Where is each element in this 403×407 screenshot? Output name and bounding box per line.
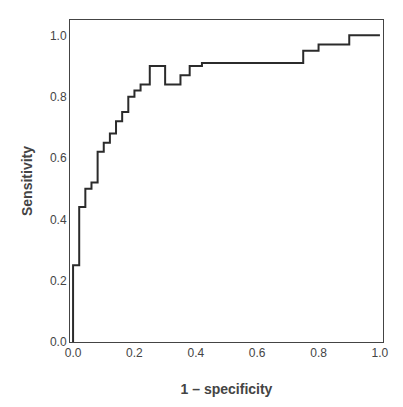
svg-text:0.0: 0.0 <box>65 346 82 360</box>
svg-text:0.4: 0.4 <box>187 346 204 360</box>
svg-text:0.2: 0.2 <box>126 346 143 360</box>
svg-text:1.0: 1.0 <box>372 346 389 360</box>
svg-text:0.0: 0.0 <box>50 335 67 349</box>
svg-text:0.8: 0.8 <box>310 346 327 360</box>
svg-text:0.6: 0.6 <box>50 151 67 165</box>
svg-text:1.0: 1.0 <box>50 29 67 43</box>
svg-text:0.2: 0.2 <box>50 274 67 288</box>
svg-text:1 – specificity: 1 – specificity <box>181 381 273 397</box>
svg-text:0.6: 0.6 <box>249 346 266 360</box>
svg-text:0.4: 0.4 <box>50 213 67 227</box>
svg-text:Sensitivity: Sensitivity <box>19 146 35 216</box>
svg-text:0.8: 0.8 <box>50 90 67 104</box>
